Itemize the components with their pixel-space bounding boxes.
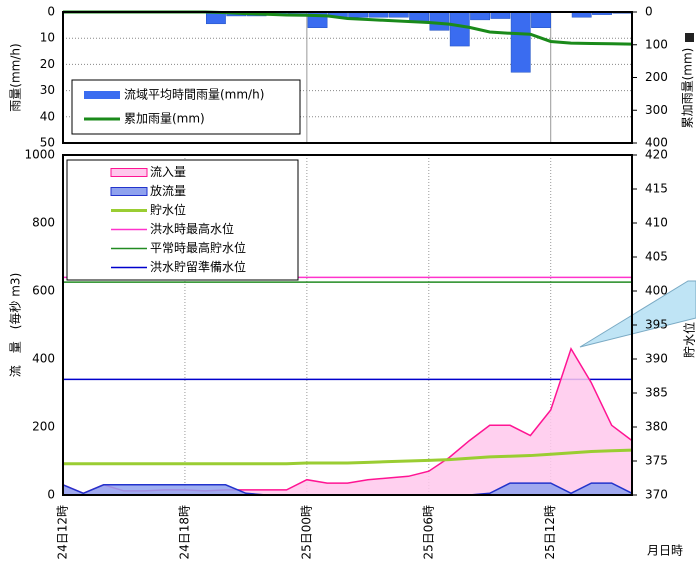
x-tick-label: 24日18時	[177, 505, 191, 560]
corner-marker	[685, 33, 694, 42]
y-tick-label: 600	[32, 284, 55, 298]
y2-tick-label: 410	[645, 216, 668, 230]
legend-swatch	[111, 188, 147, 196]
y-tick-label: 10	[40, 31, 55, 45]
y-tick-label: 0	[47, 488, 55, 502]
legend-swatch	[111, 169, 147, 177]
y-axis-label: 流 量 (毎秒 m3)	[8, 273, 23, 378]
x-tick-label: 24日12時	[56, 505, 70, 560]
y2-axis-label: 累加雨量(mm)	[681, 48, 695, 129]
rain-bar	[470, 12, 489, 20]
y2-tick-label: 405	[645, 250, 668, 264]
y2-tick-label: 370	[645, 488, 668, 502]
x-tick-label: 25日06時	[421, 505, 435, 560]
y2-tick-label: 375	[645, 454, 668, 468]
y-tick-label: 200	[32, 420, 55, 434]
legend-swatch	[84, 91, 120, 99]
rain-bar	[409, 12, 428, 21]
y2-tick-label: 385	[645, 386, 668, 400]
x-axis-label: 月日時	[647, 544, 683, 558]
x-tick-label: 25日12時	[543, 505, 557, 560]
legend-label: 平常時最高貯水位	[150, 240, 246, 255]
y-tick-label: 30	[40, 83, 55, 97]
y2-tick-label: 100	[645, 37, 668, 51]
callout-balloon	[580, 281, 696, 347]
y2-tick-label: 395	[645, 318, 668, 332]
y-tick-label: 40	[40, 109, 55, 123]
legend-label: 洪水貯留準備水位	[150, 259, 246, 274]
rain-bar	[511, 12, 530, 72]
y2-tick-label: 420	[645, 148, 668, 162]
rain-bar	[450, 12, 469, 46]
y2-tick-label: 300	[645, 103, 668, 117]
y2-tick-label: 400	[645, 284, 668, 298]
legend-label: 貯水位	[150, 202, 186, 217]
y2-tick-label: 415	[645, 182, 668, 196]
legend-label: 流域平均時間雨量(mm/h)	[124, 88, 264, 102]
area-fill	[63, 349, 632, 495]
y-tick-label: 20	[40, 57, 55, 71]
y-tick-label: 0	[47, 5, 55, 19]
y-tick-label: 1000	[24, 148, 55, 162]
legend-label: 流入量	[150, 165, 186, 179]
y2-tick-label: 380	[645, 420, 668, 434]
legend-label: 放流量	[150, 183, 186, 198]
y-tick-label: 800	[32, 216, 55, 230]
rain-bar	[430, 12, 449, 30]
rain-bar	[531, 12, 550, 28]
y2-tick-label: 0	[645, 5, 653, 19]
y-axis-label: 雨量(mm/h)	[9, 43, 23, 111]
y-tick-label: 400	[32, 352, 55, 366]
x-tick-label: 25日00時	[299, 505, 313, 560]
y2-tick-label: 200	[645, 70, 668, 84]
legend-label: 累加雨量(mm)	[124, 112, 205, 126]
y2-axis-label: 貯水位	[682, 322, 696, 358]
legend-label: 洪水時最高水位	[150, 221, 234, 236]
y2-tick-label: 390	[645, 352, 668, 366]
